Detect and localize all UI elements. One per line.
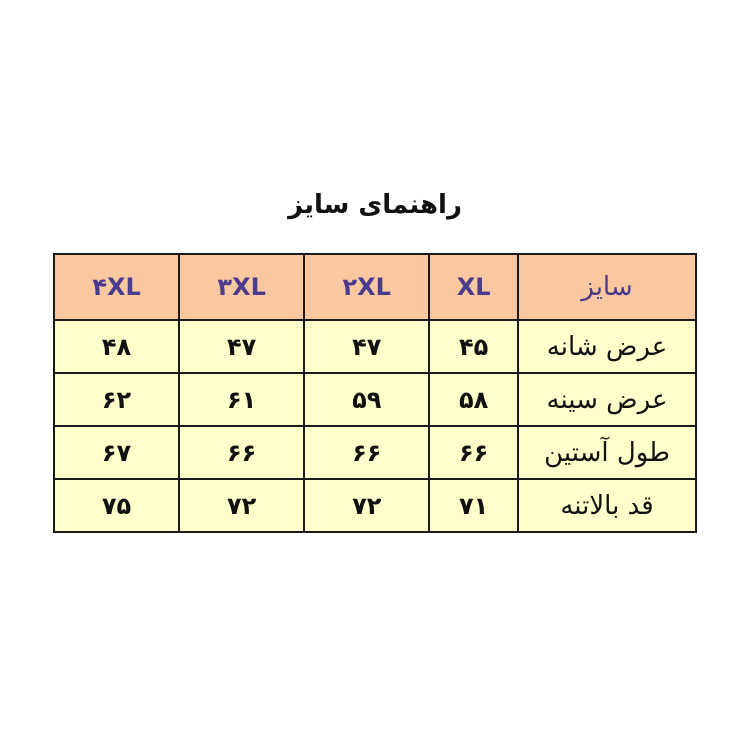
row-label: عرض سینه xyxy=(517,372,697,427)
header-cell-4xl: ۴XL xyxy=(52,253,181,321)
table-cell: ۴۵ xyxy=(428,319,519,374)
table-row: عرض شانه ۴۵ ۴۷ ۴۷ ۴۸ xyxy=(52,319,697,374)
table-cell: ۷۲ xyxy=(178,478,306,533)
table-cell: ۶۶ xyxy=(303,425,431,480)
table-row: قد بالاتنه ۷۱ ۷۲ ۷۲ ۷۵ xyxy=(52,478,697,533)
table-cell: ۶۶ xyxy=(178,425,306,480)
row-label: عرض شانه xyxy=(517,319,697,374)
table-row: عرض سینه ۵۸ ۵۹ ۶۱ ۶۲ xyxy=(52,372,697,427)
table-cell: ۷۲ xyxy=(303,478,431,533)
page-title: راهنمای سایز xyxy=(288,190,462,220)
header-cell-3xl: ۳XL xyxy=(178,253,306,321)
header-cell-xl: XL xyxy=(428,253,519,321)
row-label: طول آستین xyxy=(517,425,697,480)
header-cell-size: سایز xyxy=(517,253,697,321)
table-cell: ۴۷ xyxy=(178,319,306,374)
table-cell: ۵۸ xyxy=(428,372,519,427)
header-cell-2xl: ۲XL xyxy=(303,253,431,321)
table-cell: ۶۲ xyxy=(52,372,181,427)
size-chart-table: سایز XL ۲XL ۳XL ۴XL عرض شانه ۴۵ ۴۷ ۴۷ ۴۸… xyxy=(52,253,697,533)
table-cell: ۶۱ xyxy=(178,372,306,427)
table-cell: ۵۹ xyxy=(303,372,431,427)
table-cell: ۶۷ xyxy=(52,425,181,480)
table-row: طول آستین ۶۶ ۶۶ ۶۶ ۶۷ xyxy=(52,425,697,480)
table-cell: ۷۵ xyxy=(52,478,181,533)
table-cell: ۴۸ xyxy=(52,319,181,374)
table-cell: ۷۱ xyxy=(428,478,519,533)
row-label: قد بالاتنه xyxy=(517,478,697,533)
table-header-row: سایز XL ۲XL ۳XL ۴XL xyxy=(52,253,697,321)
table-cell: ۴۷ xyxy=(303,319,431,374)
table-cell: ۶۶ xyxy=(428,425,519,480)
